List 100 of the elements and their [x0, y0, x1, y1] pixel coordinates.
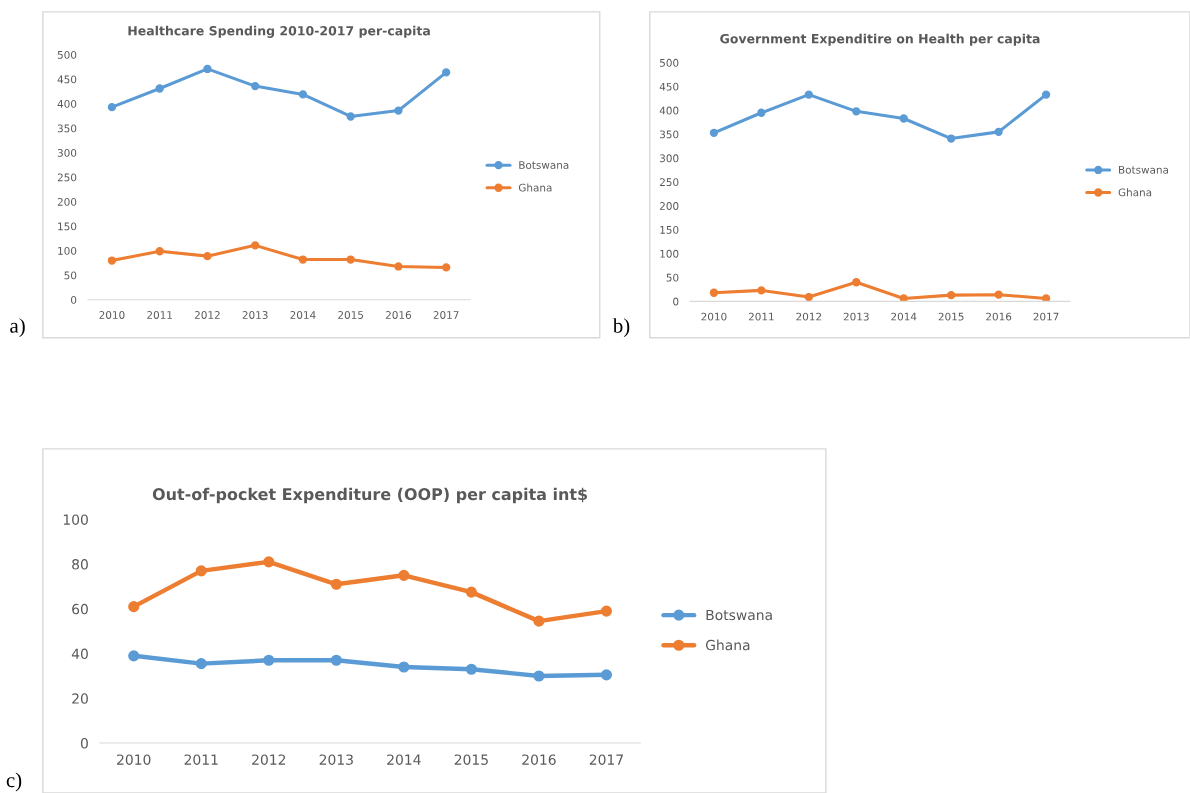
point [947, 134, 956, 143]
y-tick-label: 80 [72, 559, 88, 570]
point [155, 84, 164, 93]
x-tick-label: 2011 [147, 311, 172, 319]
point [107, 256, 117, 265]
x-tick-label: 2013 [319, 754, 353, 765]
point [709, 128, 719, 137]
point [442, 263, 451, 272]
point [251, 241, 260, 250]
text: b) [612, 318, 630, 338]
point [107, 102, 117, 112]
chart-title: Healthcare Spending 2010-2017 per-capita [128, 25, 430, 38]
y-tick-label: 400 [57, 99, 77, 108]
x-tick-label: 2012 [194, 311, 220, 319]
y-tick-label: 350 [57, 124, 77, 133]
legend-label: Botswana [706, 609, 772, 621]
point [398, 661, 410, 673]
point [533, 670, 545, 682]
point [465, 663, 477, 675]
y-tick-label: 50 [666, 273, 679, 282]
point [852, 107, 861, 116]
y-tick-label: 0 [80, 738, 88, 749]
y-tick-label: 20 [72, 693, 88, 704]
point [346, 255, 355, 264]
x-tick-label: 2016 [385, 311, 412, 319]
y-tick-label: 50 [64, 271, 77, 280]
y-tick-label: 450 [57, 75, 77, 84]
point [899, 114, 908, 123]
point [298, 90, 308, 99]
y-tick-label: 0 [71, 295, 77, 304]
x-tick-label: 2015 [338, 311, 364, 319]
text: c) [6, 772, 22, 792]
point [533, 615, 545, 627]
x-tick-label: 2016 [986, 312, 1012, 321]
point [709, 288, 719, 297]
point [398, 569, 410, 581]
point [994, 290, 1003, 299]
legend-label: Botswana [519, 161, 569, 169]
point [1041, 294, 1051, 302]
x-tick-label: 2015 [454, 754, 488, 765]
y-tick-label: 200 [57, 197, 77, 206]
x-tick-label: 2017 [433, 311, 459, 319]
x-tick-label: 2010 [117, 754, 151, 765]
x-tick-label: 2010 [99, 311, 125, 319]
chart-title: Government Expenditire on Health per capita [720, 33, 1040, 46]
point [263, 654, 275, 666]
y-tick-label: 400 [659, 106, 679, 115]
x-tick-label: 2010 [701, 312, 727, 321]
x-tick-label: 2014 [891, 312, 917, 321]
legend-label: Ghana [705, 639, 750, 651]
point [263, 556, 275, 568]
point [195, 658, 207, 670]
y-tick-label: 250 [57, 173, 77, 182]
x-tick-label: 2013 [242, 311, 268, 319]
x-tick-label: 2016 [522, 754, 556, 765]
point [394, 106, 403, 115]
x-tick-label: 2011 [748, 312, 774, 321]
legend-label: Botswana [1119, 165, 1168, 174]
y-tick-label: 500 [660, 58, 679, 67]
y-tick-label: 40 [71, 648, 88, 660]
point [298, 255, 308, 264]
y-tick-label: 350 [660, 130, 679, 139]
chart-title: Out-of-pocket Expenditure (OOP) per capita int$ [152, 487, 588, 504]
legend-label: Ghana [1118, 188, 1152, 197]
y-tick-label: 150 [58, 222, 77, 231]
point [195, 565, 207, 577]
y-tick-label: 100 [660, 249, 679, 258]
y-tick-label: 100 [63, 514, 88, 525]
x-tick-label: 2012 [252, 754, 286, 765]
x-tick-label: 2015 [938, 312, 964, 321]
point [804, 90, 813, 99]
x-tick-label: 2014 [290, 311, 316, 319]
x-tick-label: 2011 [184, 754, 218, 765]
y-tick-label: 300 [660, 154, 679, 163]
legend-label: Ghana [518, 183, 552, 192]
point [442, 68, 451, 77]
point [465, 586, 477, 598]
point [346, 112, 355, 121]
text: a) [10, 318, 25, 338]
point [947, 290, 956, 300]
point [330, 654, 342, 666]
y-tick-label: 200 [659, 202, 679, 210]
point [994, 127, 1003, 137]
point [600, 605, 613, 617]
x-tick-label: 2013 [843, 312, 869, 321]
point [852, 278, 861, 287]
point [155, 247, 164, 256]
y-tick-label: 150 [660, 225, 679, 234]
x-tick-label: 2012 [796, 312, 822, 321]
point [203, 251, 212, 261]
y-tick-label: 0 [673, 297, 679, 306]
y-tick-label: 300 [57, 148, 77, 157]
point [330, 578, 342, 590]
point [899, 294, 908, 302]
point [600, 669, 613, 681]
y-tick-label: 250 [659, 178, 679, 187]
point [804, 292, 813, 302]
point [128, 601, 140, 613]
point [251, 81, 260, 91]
point [203, 64, 212, 74]
